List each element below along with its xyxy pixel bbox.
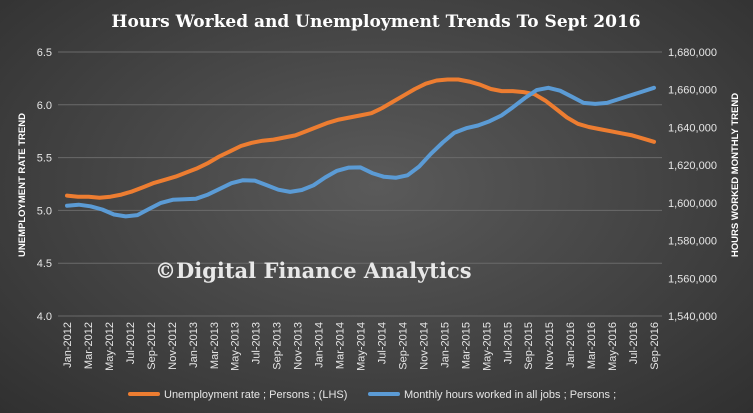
x-tick-label: Jul-2016 [628, 322, 640, 364]
right-tick-label: 1,580,000 [668, 236, 717, 248]
x-tick-label: Nov-2012 [167, 322, 179, 370]
right-tick-label: 1,640,000 [668, 122, 717, 134]
right-axis-title: HOURS WORKED MONTHLY TREND [730, 93, 741, 257]
x-tick-label: May-2012 [104, 322, 116, 371]
x-tick-label: Sep-2013 [272, 322, 284, 370]
x-tick-label: May-2013 [230, 322, 242, 371]
x-tick-label: Sep-2012 [146, 322, 158, 370]
right-y-axis-ticks: 1,540,000 1,560,000 1,580,000 1,600,000 1,62… [668, 47, 717, 323]
gridlines [58, 51, 662, 317]
right-tick-label: 1,600,000 [668, 198, 717, 210]
x-tick-label: Jan-2016 [565, 322, 577, 368]
unemployment-rate-line [65, 77, 656, 200]
x-tick-label: Jan-2013 [188, 322, 200, 368]
x-tick-label: Mar-2016 [586, 322, 598, 369]
x-tick-label: May-2015 [481, 322, 493, 371]
x-tick-label: Jan-2014 [314, 322, 326, 368]
x-tick-label: Nov-2014 [418, 322, 430, 370]
x-tick-label: Mar-2013 [209, 322, 221, 369]
left-tick-label: 6.5 [37, 47, 52, 59]
chart-title: Hours Worked and Unemployment Trends To … [111, 12, 640, 32]
x-tick-label: May-2014 [356, 322, 368, 371]
x-tick-label: Jan-2015 [439, 322, 451, 368]
x-tick-label: Nov-2013 [293, 322, 305, 370]
right-tick-label: 1,540,000 [668, 311, 717, 323]
x-tick-label: Jul-2013 [251, 322, 263, 364]
right-tick-label: 1,620,000 [668, 160, 717, 172]
x-tick-label: Sep-2016 [649, 322, 661, 370]
left-axis-title: UNEMPLOYMENT RATE TREND [17, 113, 28, 257]
left-tick-label: 5.5 [37, 153, 52, 165]
x-tick-label: Jul-2014 [376, 322, 388, 364]
x-tick-label: May-2016 [607, 322, 619, 371]
legend-label: Monthly hours worked in all jobs ; Perso… [404, 389, 616, 401]
right-tick-label: 1,680,000 [668, 47, 717, 59]
left-tick-label: 6.0 [37, 100, 52, 112]
x-tick-label: Mar-2012 [83, 322, 95, 369]
x-tick-label: Mar-2014 [335, 322, 347, 369]
series-lines [65, 77, 656, 219]
x-tick-label: Mar-2015 [460, 322, 472, 369]
x-tick-label: Sep-2015 [523, 322, 535, 370]
left-y-axis-ticks: 4.0 4.5 5.0 5.5 6.0 6.5 [37, 47, 52, 323]
legend-label: Unemployment rate ; Persons ; (LHS) [164, 389, 347, 401]
x-tick-label: Jul-2015 [502, 322, 514, 364]
left-tick-label: 4.0 [37, 311, 52, 323]
watermark: ©Digital Finance Analytics [155, 258, 472, 283]
x-tick-label: Sep-2014 [397, 322, 409, 370]
x-tick-label: Jan-2012 [62, 322, 74, 368]
left-tick-label: 5.0 [37, 205, 52, 217]
x-axis-ticks: Jan-2012 Mar-2012 May-2012 Jul-2012 Sep-2012… [62, 322, 661, 371]
hours-worked-line [65, 85, 656, 219]
legend: Unemployment rate ; Persons ; (LHS) Month… [128, 389, 616, 401]
x-tick-label: Jul-2012 [125, 322, 137, 364]
left-tick-label: 4.5 [37, 258, 52, 270]
x-tick-label: Nov-2015 [544, 322, 556, 370]
right-tick-label: 1,560,000 [668, 273, 717, 285]
right-tick-label: 1,660,000 [668, 85, 717, 97]
